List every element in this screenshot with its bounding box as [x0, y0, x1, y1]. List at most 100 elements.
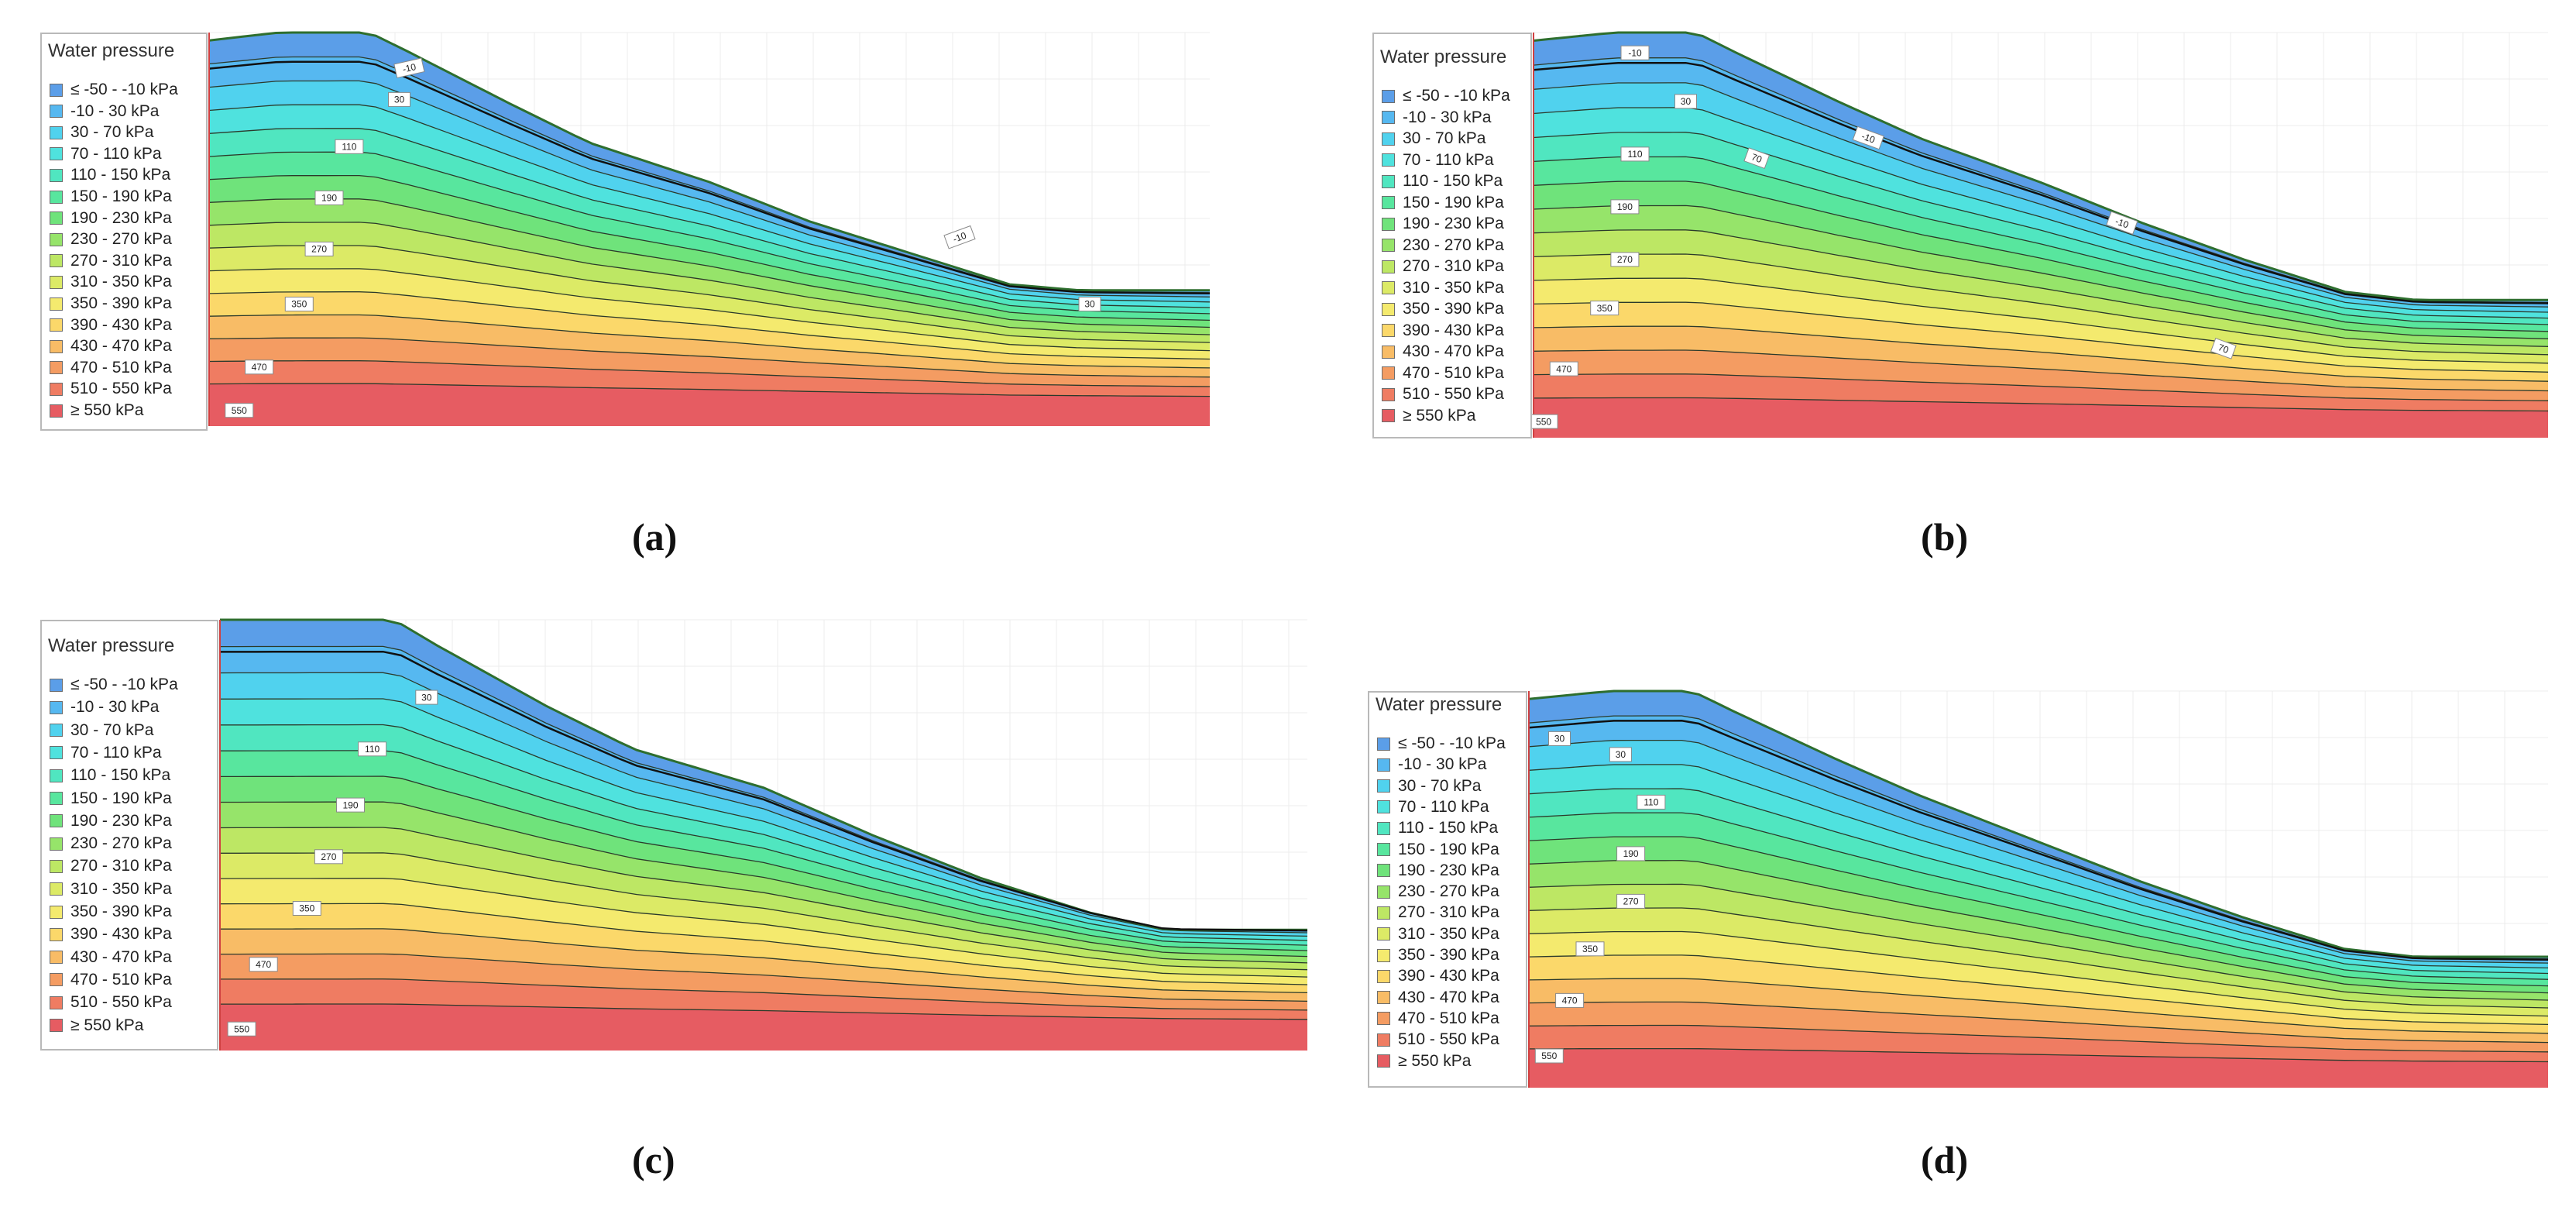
contour-label: 30 [1609, 747, 1632, 762]
caption-c: (c) [632, 1138, 675, 1181]
water-table-line [1533, 61, 2549, 304]
contour-line [1533, 132, 2549, 319]
svg-text:190: 190 [321, 193, 337, 204]
legend-item: 470 - 510 kPa [50, 971, 172, 989]
contour-label: 350 [292, 901, 321, 916]
svg-text:270: 270 [311, 244, 327, 255]
legend-swatch [1377, 737, 1390, 751]
legend-item: 190 - 230 kPa [1382, 215, 1504, 232]
contour-label: 110 [358, 741, 387, 757]
contour-label: 190 [1616, 846, 1646, 861]
legend-label: 310 - 350 kPa [1403, 278, 1504, 297]
legend-b: Water pressure ≤ -50 - -10 kPa -10 - 30 kP… [1372, 33, 1532, 438]
legend-swatch [50, 83, 63, 97]
contour-line [208, 104, 1211, 303]
contour-labels: 30 30 110 190 270 350 470 550 [1534, 731, 1666, 1064]
legend-swatch [50, 232, 63, 246]
legend-swatch [1377, 800, 1390, 814]
pressure-band [1529, 813, 2548, 986]
contour-lines [1528, 715, 2549, 1063]
contour-label: 30 [415, 689, 438, 705]
pressure-band [1534, 326, 2548, 391]
contour-line [1533, 156, 2549, 325]
legend-label: 310 - 350 kPa [1398, 924, 1499, 943]
slope-model-c: 30 110 190 270 350 470 550 [219, 618, 1308, 1051]
svg-text:350: 350 [299, 903, 314, 914]
legend-swatch [50, 404, 63, 418]
contour-line [220, 978, 1308, 1011]
legend-item: 510 - 550 kPa [50, 380, 172, 397]
legend-label: ≥ 550 kPa [70, 1016, 144, 1034]
subplot-b: -10 30 110 70 -10 190 270 -10 350 470 70 550 Water … [1372, 31, 2549, 438]
contour-line [219, 903, 1308, 985]
legend-item: 150 - 190 kPa [50, 187, 172, 205]
contour-line [208, 151, 1211, 315]
pressure-band [1529, 789, 2548, 980]
ground-surface [1528, 689, 2548, 958]
legend-swatch [50, 297, 63, 311]
contour-label: 350 [1590, 301, 1619, 316]
legend-swatch [1382, 345, 1395, 359]
pressure-band [209, 338, 1210, 387]
contour-line [1528, 739, 2549, 964]
svg-text:-10: -10 [2114, 215, 2130, 230]
contour-line [220, 801, 1308, 958]
svg-text:-10: -10 [1628, 47, 1642, 58]
legend-item: 30 - 70 kPa [50, 123, 153, 141]
svg-text:30: 30 [394, 95, 405, 105]
contour-label: 470 [249, 957, 278, 972]
svg-text:30: 30 [1554, 734, 1565, 744]
legend-label: 110 - 150 kPa [70, 166, 171, 184]
contour-labels: 30 110 190 270 350 470 550 [227, 689, 438, 1037]
legend-swatch [1377, 948, 1390, 962]
contour-line [1528, 883, 2549, 1001]
legend-swatch [1377, 843, 1390, 856]
legend-swatch [1377, 991, 1390, 1005]
contour-labels: -10 30 110 70 -10 190 270 -10 350 470 70 550 [1529, 45, 2237, 429]
legend-item: 150 - 190 kPa [50, 789, 172, 807]
pressure-band [209, 198, 1210, 335]
legend-label: 510 - 550 kPa [1398, 1030, 1499, 1049]
caption-a: (a) [632, 515, 678, 559]
legend-item: 510 - 550 kPa [50, 993, 172, 1012]
contour-line [208, 337, 1211, 378]
legend-swatch [1382, 153, 1395, 167]
ground-surface [1533, 31, 2548, 301]
legend-item: 230 - 270 kPa [50, 230, 172, 248]
legend-swatch [1382, 132, 1395, 146]
contour-line [1528, 930, 2549, 1017]
legend-label: 70 - 110 kPa [1398, 797, 1489, 816]
contour-line [208, 360, 1211, 387]
svg-text:110: 110 [365, 744, 380, 755]
legend-item: ≤ -50 - -10 kPa [50, 676, 178, 693]
pressure-band [1534, 82, 2548, 313]
contour-label: -10 [393, 57, 425, 79]
legend-item: 510 - 550 kPa [1382, 385, 1504, 403]
legend-label: 430 - 470 kPa [70, 947, 172, 966]
pressure-band [1534, 205, 2548, 347]
legend-item: 390 - 430 kPa [50, 316, 172, 334]
legend-swatch [1382, 174, 1395, 188]
contour-label: 470 [1549, 361, 1578, 377]
legend-item: 70 - 110 kPa [50, 145, 162, 163]
contour-line [1533, 229, 2549, 347]
pressure-band [220, 776, 1307, 957]
legend-label: 150 - 190 kPa [1398, 840, 1499, 858]
contour-label: 70 [2210, 337, 2237, 359]
legend-label: 470 - 510 kPa [70, 358, 172, 377]
legend-label: 510 - 550 kPa [70, 993, 172, 1012]
legend-swatch [1377, 864, 1390, 878]
legend-d: Water pressure ≤ -50 - -10 kPa -10 - 30 kP… [1368, 691, 1527, 1088]
contour-line [1528, 812, 2549, 980]
legend-swatch [50, 769, 63, 782]
contour-line [208, 222, 1211, 335]
contour-lines [219, 645, 1308, 1020]
contour-line [1528, 954, 2549, 1026]
contour-label: 110 [1637, 794, 1666, 810]
water-table-line [208, 60, 1211, 295]
legend-item: 350 - 390 kPa [1382, 300, 1504, 318]
legend-item: 30 - 70 kPa [1377, 777, 1481, 795]
legend-swatch [1382, 89, 1395, 103]
legend-swatch [50, 859, 63, 873]
legend-swatch [50, 951, 63, 965]
